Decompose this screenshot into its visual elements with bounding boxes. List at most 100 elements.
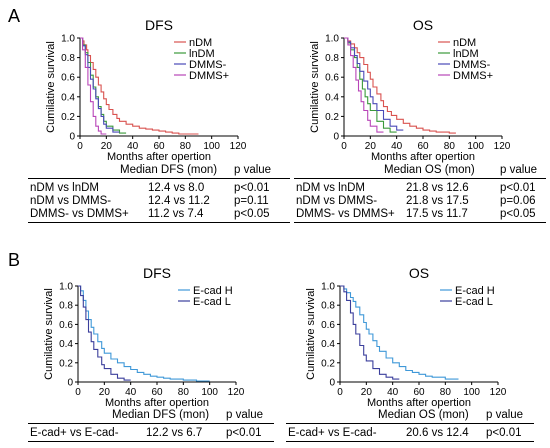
x-tick-label: 120 [230,141,247,152]
survival-curve-e-cad-h [340,286,459,379]
y-tick-label: 0.6 [61,73,75,84]
median-cell: 17.5 vs 11.7 [406,208,468,221]
y-tick-label: 0 [333,132,339,143]
table-row: nDM vs DMMS- 12.4 vs 11.2 p=0.11 [28,195,290,208]
x-tick-label: 0 [75,387,81,398]
header-median: Median DFS (mon) [112,409,209,422]
y-axis-label: Cumilative survival [309,41,321,133]
survival-curve-lndm [344,38,397,132]
x-axis-label: Months after opertion [107,151,211,163]
comparison-cell: nDM vs DMMS- [30,195,111,208]
table-row: nDM vs DMMS- 21.8 vs 17.5 p=0.06 [294,195,546,208]
legend-label: E-cad L [455,296,493,308]
y-tick-label: 0.4 [61,92,75,103]
p-value-cell: p<0.05 [500,208,536,221]
x-tick-label: 120 [494,141,511,152]
x-tick-label: 120 [490,387,507,398]
median-cell: 12.4 vs 8.0 [148,182,204,195]
y-tick-label: 1.0 [59,282,73,293]
p-value-cell: p=0.06 [500,195,536,208]
table-row: nDM vs lnDM 12.4 vs 8.0 p<0.01 [28,182,290,195]
p-value-cell: p<0.01 [500,182,536,195]
y-tick-label: 1.0 [61,34,75,45]
y-tick-label: 0 [69,132,75,143]
x-axis-label: Months after opertion [371,151,475,163]
header-p-value: p value [226,409,263,422]
y-axis-label: Cumilative survival [45,41,57,133]
header-median: Median OS (mon) [384,164,475,177]
y-tick-label: 1.0 [325,34,339,45]
p-value-cell: p<0.01 [226,427,262,440]
table-header: Median DFS (mon) p value [28,409,274,424]
y-tick-label: 0.2 [61,112,75,123]
table-header: Median OS (mon) p value [286,409,534,424]
x-axis-label: Months after opertion [367,397,471,409]
y-tick-label: 0.8 [321,301,335,312]
table-row: E-cad+ vs E-cad- 12.2 vs 6.7 p<0.01 [28,427,274,440]
survival-curve-e-cad-l [340,286,399,379]
y-axis-label: Cumilative survival [43,288,55,380]
header-p-value: p value [234,164,271,177]
survival-curve-dmms- [344,38,384,132]
survival-curve-ndm [344,38,456,133]
panel-letter-a: A [8,6,20,26]
median-cell: 11.2 vs 7.4 [148,208,203,221]
x-tick-label: 0 [341,141,347,152]
comparison-cell: E-cad+ vs E-cad- [288,427,377,440]
median-table-os-a: Median OS (mon) p value nDM vs lnDM 21.8… [294,164,546,223]
comparison-cell: DMMS- vs DMMS+ [30,208,129,221]
legend-label: DMMS+ [189,70,229,82]
chart-title: DFS [145,17,173,33]
median-cell: 12.4 vs 11.2 [148,195,210,208]
y-tick-label: 1.0 [321,282,335,293]
survival-curve-e-cad-h [78,286,210,381]
y-tick-label: 0.2 [321,358,335,369]
chart-title: OS [413,17,433,33]
chart-title: DFS [143,265,171,281]
legend-label: DMMS+ [453,70,493,82]
median-cell: 20.6 vs 12.4 [406,427,469,440]
y-tick-label: 0.6 [325,73,339,84]
p-value-cell: p=0.11 [234,195,269,208]
median-cell: 21.8 vs 17.5 [406,195,469,208]
comparison-cell: E-cad+ vs E-cad- [30,427,119,440]
table-header: Median OS (mon) p value [294,164,546,179]
table-row: DMMS- vs DMMS+ 17.5 vs 11.7 p<0.05 [294,208,546,221]
y-axis-label: Cumilative survival [305,288,317,380]
median-cell: 12.2 vs 6.7 [146,427,202,440]
header-median: Median DFS (mon) [120,164,217,177]
median-cell: 21.8 vs 12.6 [406,182,469,195]
y-tick-label: 0 [67,378,73,389]
y-tick-label: 0.6 [59,320,73,331]
p-value-cell: p<0.01 [486,427,522,440]
comparison-cell: nDM vs lnDM [296,182,365,195]
comparison-cell: nDM vs lnDM [30,182,99,195]
x-tick-label: 0 [337,387,343,398]
survival-curve-dmms- [344,38,403,130]
chart-title: OS [409,265,429,281]
median-table-dfs-a: Median DFS (mon) p value nDM vs lnDM 12.… [28,164,290,223]
x-tick-label: 0 [77,141,83,152]
y-tick-label: 0.4 [321,339,335,350]
y-tick-label: 0.6 [321,320,335,331]
comparison-cell: DMMS- vs DMMS+ [296,208,395,221]
table-row: nDM vs lnDM 21.8 vs 12.6 p<0.01 [294,182,546,195]
p-value-cell: p<0.01 [234,182,270,195]
header-median: Median OS (mon) [378,409,469,422]
y-tick-label: 0.2 [325,112,339,123]
y-tick-label: 0.4 [325,92,339,103]
x-tick-label: 120 [228,387,245,398]
table-header: Median DFS (mon) p value [28,164,290,179]
p-value-cell: p<0.05 [234,208,270,221]
y-tick-label: 0.8 [325,53,339,64]
median-table-os-b: Median OS (mon) p value E-cad+ vs E-cad-… [286,409,534,442]
y-tick-label: 0.2 [59,358,73,369]
y-tick-label: 0 [329,378,335,389]
legend-label: E-cad L [193,296,231,308]
x-axis-label: Months after opertion [105,397,209,409]
comparison-cell: nDM vs DMMS- [296,195,377,208]
panel-letter-b: B [8,250,20,270]
y-tick-label: 0.8 [59,301,73,312]
table-row: E-cad+ vs E-cad- 20.6 vs 12.4 p<0.01 [286,427,534,440]
